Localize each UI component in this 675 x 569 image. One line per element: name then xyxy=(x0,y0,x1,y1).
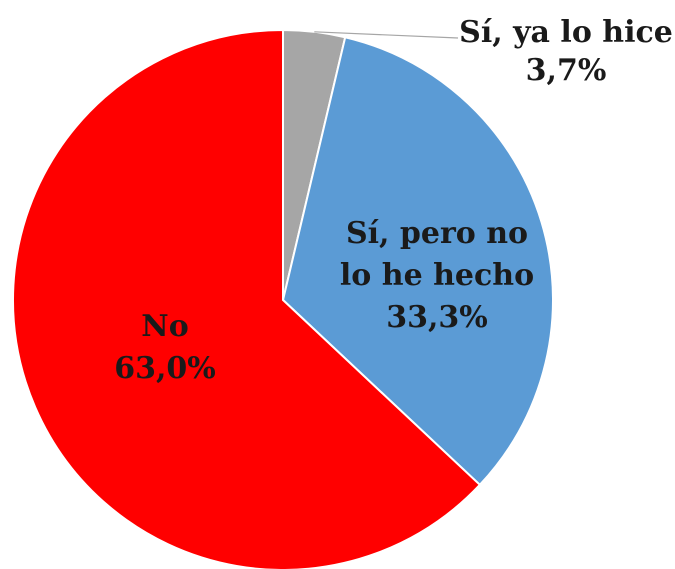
slice-name-label-0: Sí, ya lo hice xyxy=(459,15,673,50)
slice-value-label-1: 33,3% xyxy=(386,300,488,335)
pie-slices xyxy=(12,28,554,569)
pie-slice-2 xyxy=(12,28,482,569)
slice-name-label-1: Sí, pero no xyxy=(346,216,528,251)
slice-name-label-1: lo he hecho xyxy=(340,258,534,293)
slice-value-label-0: 3,7% xyxy=(526,53,607,88)
slice-value-label-2: 63,0% xyxy=(114,351,216,386)
leader-line-si-ya-lo-hice xyxy=(314,31,459,39)
pie-slice-1 xyxy=(281,36,554,487)
slice-name-label-2: No xyxy=(141,309,188,344)
